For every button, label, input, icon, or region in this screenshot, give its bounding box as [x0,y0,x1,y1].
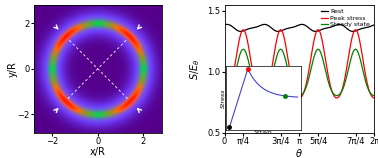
Peak stress [311,45,315,47]
Rest [222,24,227,26]
Line: Peak stress: Peak stress [225,30,374,98]
Steady state [222,95,227,97]
Line: Rest: Rest [225,24,374,31]
Peak stress [290,83,295,85]
Rest [372,24,376,26]
Steady state [322,66,327,68]
X-axis label: x/R: x/R [90,147,106,157]
Steady state [311,60,315,62]
Rest [249,27,253,29]
Steady state [290,86,295,88]
Y-axis label: y/R: y/R [7,61,17,77]
Steady state [335,94,340,96]
Peak stress [249,62,254,64]
Rest [323,27,327,29]
Steady state [261,94,265,96]
Rest [311,30,315,32]
X-axis label: $\theta$: $\theta$ [296,147,303,158]
Rest [262,23,267,25]
Peak stress [322,54,327,56]
Steady state [372,95,376,97]
Steady state [241,48,246,50]
Peak stress [261,97,265,98]
Rest [335,24,340,26]
Rest [261,24,265,25]
Rest [313,30,318,32]
Steady state [249,72,254,74]
Legend: Rest, Peak stress, Steady state: Rest, Peak stress, Steady state [319,8,371,28]
Rest [290,26,295,28]
Peak stress [222,97,227,99]
Peak stress [241,29,246,31]
Line: Steady state: Steady state [225,49,374,96]
Peak stress [335,97,340,99]
Peak stress [372,97,376,99]
Y-axis label: $S/E_\theta$: $S/E_\theta$ [188,58,202,79]
